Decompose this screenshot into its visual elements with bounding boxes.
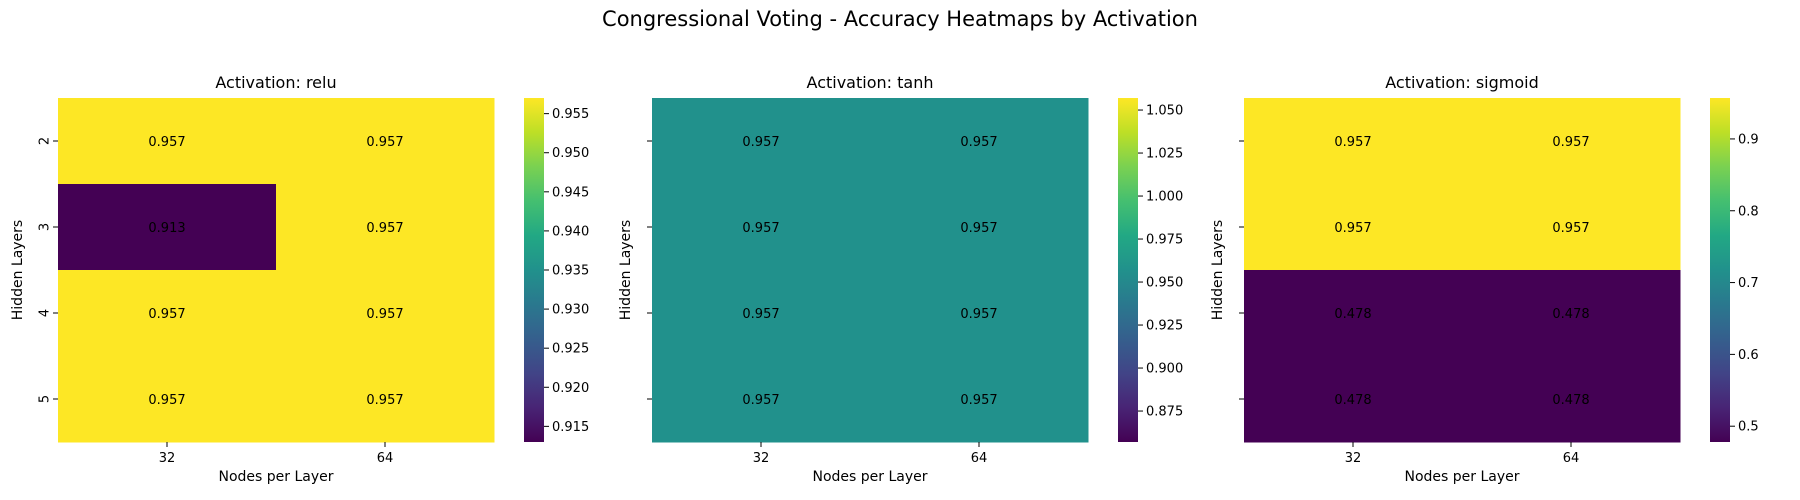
y-axis-label: Hidden Layers — [1210, 220, 1226, 320]
heatmap-panel: Activation: sigmoid 0.957 0.957 0.957 0.957 0… — [1210, 73, 1759, 485]
colorbar-tick-label: 0.6 — [1738, 348, 1759, 363]
heatmap-cell — [870, 98, 1089, 185]
cell-value-label: 0.957 — [366, 221, 403, 236]
cell-value-label: 0.957 — [742, 393, 779, 408]
cell-value-label: 0.478 — [1552, 393, 1589, 408]
cell-value-label: 0.478 — [1334, 393, 1371, 408]
heatmap-panel: Activation: relu 0.957 0.957 0.913 0.957 0.95… — [10, 73, 589, 485]
heatmap-panel: Activation: tanh 0.957 0.957 0.957 0.957 0.95… — [618, 73, 1183, 485]
colorbar-tick-label: 0.915 — [552, 420, 589, 435]
colorbar-tick-label: 0.900 — [1146, 362, 1183, 377]
x-axis-label: Nodes per Layer — [812, 469, 927, 485]
colorbar-tick-label: 0.8 — [1738, 204, 1759, 219]
x-tick-label: 32 — [1345, 451, 1362, 466]
cell-value-label: 0.957 — [960, 307, 997, 322]
cell-value-label: 0.957 — [148, 307, 185, 322]
cell-value-label: 0.957 — [366, 393, 403, 408]
cell-value-label: 0.957 — [742, 307, 779, 322]
heatmap-cell — [870, 356, 1089, 443]
colorbar-tick-label: 0.930 — [552, 303, 589, 318]
colorbar — [1710, 98, 1730, 442]
x-tick-label: 32 — [753, 451, 770, 466]
colorbar-tick-label: 0.955 — [552, 107, 589, 122]
cell-value-label: 0.957 — [366, 135, 403, 150]
panel-title: Activation: relu — [215, 73, 336, 92]
figure-title: Congressional Voting - Accuracy Heatmaps… — [602, 7, 1198, 31]
heatmap-cell — [276, 270, 495, 357]
heatmap-cell — [652, 98, 871, 185]
heatmap-cell — [870, 184, 1089, 271]
y-tick-label: 5 — [38, 395, 53, 403]
cell-value-label: 0.957 — [1334, 135, 1371, 150]
colorbar-tick-label: 0.950 — [1146, 276, 1183, 291]
colorbar — [524, 98, 544, 442]
colorbar-tick-label: 0.940 — [552, 224, 589, 239]
heatmap-cell — [1244, 356, 1463, 443]
colorbar-tick-label: 0.950 — [552, 146, 589, 161]
cell-value-label: 0.957 — [148, 135, 185, 150]
colorbar-tick-label: 0.925 — [552, 342, 589, 357]
panel-title: Activation: tanh — [807, 73, 934, 92]
colorbar-tick-label: 1.050 — [1146, 104, 1183, 119]
colorbar-tick-label: 0.935 — [552, 264, 589, 279]
heatmap-cell — [58, 270, 277, 357]
x-tick-label: 64 — [1563, 451, 1580, 466]
cell-value-label: 0.957 — [742, 221, 779, 236]
cell-value-label: 0.913 — [148, 221, 185, 236]
colorbar-tick-label: 0.7 — [1738, 276, 1759, 291]
y-tick-label: 2 — [38, 137, 53, 145]
colorbar-tick-label: 1.025 — [1146, 147, 1183, 162]
colorbar-tick-label: 0.5 — [1738, 420, 1759, 435]
cell-value-label: 0.957 — [1552, 135, 1589, 150]
colorbar-tick-label: 0.9 — [1738, 132, 1759, 147]
colorbar-tick-label: 0.875 — [1146, 405, 1183, 420]
heatmap-cell — [652, 184, 871, 271]
colorbar-tick-label: 0.975 — [1146, 233, 1183, 248]
x-tick-label: 64 — [971, 451, 988, 466]
cell-value-label: 0.957 — [366, 307, 403, 322]
heatmap-cell — [58, 356, 277, 443]
heatmap-cell — [276, 98, 495, 185]
heatmap-cell — [276, 356, 495, 443]
cell-value-label: 0.957 — [148, 393, 185, 408]
heatmap-cell — [652, 356, 871, 443]
heatmap-cell — [58, 184, 277, 271]
panel-title: Activation: sigmoid — [1385, 73, 1539, 92]
cell-value-label: 0.957 — [1552, 221, 1589, 236]
heatmap-cell — [1462, 356, 1681, 443]
cell-value-label: 0.957 — [960, 135, 997, 150]
y-tick-label: 4 — [38, 309, 53, 317]
y-axis-label: Hidden Layers — [618, 220, 634, 320]
colorbar-tick-label: 1.000 — [1146, 190, 1183, 205]
heatmap-cell — [1462, 270, 1681, 357]
heatmap-cell — [276, 184, 495, 271]
colorbar-tick-label: 0.925 — [1146, 319, 1183, 334]
y-axis-label: Hidden Layers — [10, 220, 26, 320]
cell-value-label: 0.957 — [960, 393, 997, 408]
cell-value-label: 0.957 — [742, 135, 779, 150]
x-tick-label: 32 — [159, 451, 176, 466]
heatmap-cell — [58, 98, 277, 185]
heatmap-cell — [1244, 98, 1463, 185]
x-axis-label: Nodes per Layer — [1404, 469, 1519, 485]
x-axis-label: Nodes per Layer — [218, 469, 333, 485]
cell-value-label: 0.478 — [1334, 307, 1371, 322]
cell-value-label: 0.478 — [1552, 307, 1589, 322]
heatmap-cell — [1244, 270, 1463, 357]
heatmap-cell — [652, 270, 871, 357]
heatmap-cell — [1244, 184, 1463, 271]
cell-value-label: 0.957 — [1334, 221, 1371, 236]
heatmap-cell — [1462, 98, 1681, 185]
y-tick-label: 3 — [38, 223, 53, 231]
heatmap-cell — [870, 270, 1089, 357]
cell-value-label: 0.957 — [960, 221, 997, 236]
colorbar-tick-label: 0.920 — [552, 381, 589, 396]
colorbar-tick-label: 0.945 — [552, 185, 589, 200]
heatmap-cell — [1462, 184, 1681, 271]
x-tick-label: 64 — [377, 451, 394, 466]
colorbar — [1118, 98, 1138, 442]
